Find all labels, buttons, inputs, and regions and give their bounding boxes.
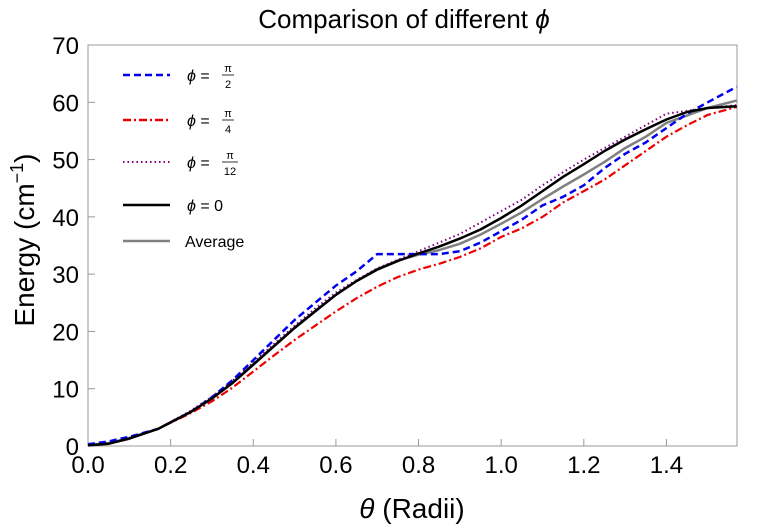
chart-title: Comparison of different ϕ [258,4,549,34]
x-tick-label: 1.0 [484,452,517,479]
legend-entry-pi4: ϕ = π 4 [123,108,234,136]
y-tick-label: 60 [52,90,79,117]
legend-frac-num-pi12: π [226,150,234,162]
y-axis-label: Energy (cm−1) [7,153,40,326]
x-tick-label: 0.8 [402,452,435,479]
legend-entry-pi2: ϕ = π 2 [123,63,234,91]
x-tick-label: 0.4 [237,452,270,479]
legend: ϕ = π 2 ϕ = π 4 ϕ = π 12 ϕ = 0 Average [123,63,244,251]
plot-frame [87,44,738,447]
legend-label-pi4: ϕ = [187,113,210,130]
legend-frac-num-pi4: π [224,108,232,120]
legend-frac-num-pi2: π [224,63,232,75]
series-lines [87,85,738,447]
legend-frac-den-pi12: 12 [224,166,236,178]
x-tick-label: 0.0 [71,452,104,479]
legend-entry-zero: ϕ = 0 [123,198,223,215]
x-axis-label: θ (Radii) [359,493,464,524]
y-tick-label: 70 [52,33,79,60]
x-tick-label: 0.6 [319,452,352,479]
y-tick-label: 50 [52,148,79,175]
series-line-pi4 [87,105,737,447]
y-tick-label: 0 [66,434,79,461]
x-tick-label: 1.4 [650,452,683,479]
axis-ticks: 0.0 0.2 0.4 0.6 0.8 1.0 1.2 1.4 0 10 20 30 40 50 60 70 [52,33,683,479]
legend-entry-pi12: ϕ = π 12 [123,150,238,178]
legend-label-zero: ϕ = 0 [187,198,223,215]
legend-label-avg: Average [185,234,244,251]
y-tick-label: 20 [52,319,79,346]
y-tick-label: 30 [52,262,79,289]
legend-frac-den-pi4: 4 [225,124,231,136]
y-tick-label: 10 [52,377,79,404]
y-tick-label: 40 [52,205,79,232]
legend-entry-avg: Average [123,234,244,251]
legend-label-pi12: ϕ = [187,155,210,172]
x-tick-label: 0.2 [154,452,187,479]
series-line-zero [87,105,737,447]
x-tick-label: 1.2 [567,452,600,479]
legend-frac-den-pi2: 2 [225,79,231,91]
legend-label-pi2: ϕ = [187,68,210,85]
